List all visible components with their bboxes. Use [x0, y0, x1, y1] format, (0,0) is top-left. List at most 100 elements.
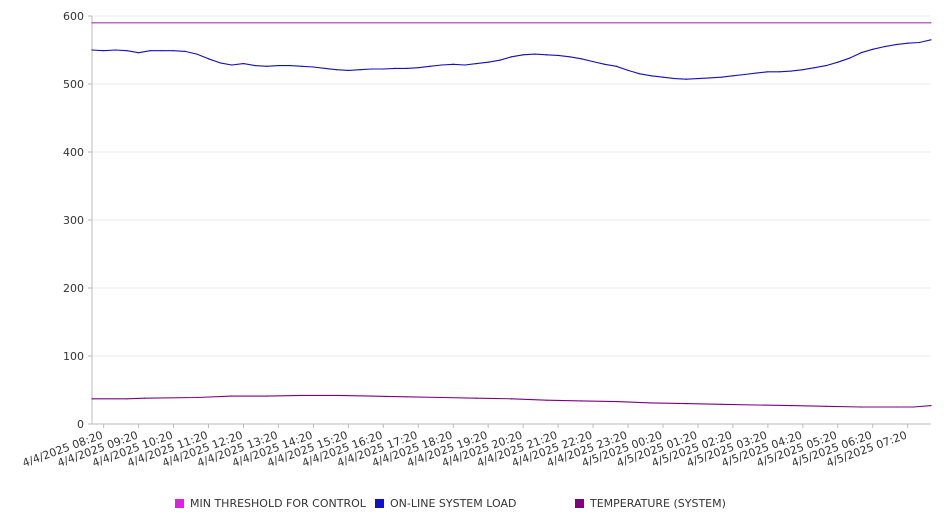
data-point-2: [755, 404, 757, 406]
data-point-1: [872, 48, 874, 50]
data-point-1: [848, 57, 851, 59]
data-point-1: [802, 69, 804, 71]
data-point-1: [592, 60, 594, 63]
data-point-2: [825, 405, 827, 407]
data-point-1: [417, 67, 419, 69]
data-point-1: [91, 49, 93, 51]
data-point-1: [464, 64, 466, 66]
data-point-1: [639, 73, 641, 75]
legend-label-system-load: ON-LINE SYSTEM LOAD: [390, 497, 517, 510]
data-point-1: [732, 75, 734, 77]
data-point-1: [907, 42, 909, 44]
data-point-1: [580, 58, 583, 60]
data-point-2: [720, 403, 722, 405]
series-lines: [91, 22, 932, 408]
data-point-2: [406, 396, 408, 398]
data-point-1: [207, 58, 210, 60]
data-point-1: [557, 54, 559, 57]
legend-swatch-system-load: [375, 499, 384, 508]
y-tick-label: 200: [63, 282, 84, 295]
data-point-2: [545, 399, 548, 401]
data-point-2: [371, 395, 373, 397]
data-point-2: [790, 405, 792, 407]
data-point-1: [114, 49, 116, 51]
data-point-2: [475, 397, 478, 399]
data-point-2: [266, 395, 268, 397]
data-point-1: [324, 67, 326, 69]
y-tick-label: 600: [63, 10, 84, 23]
data-point-2: [685, 403, 687, 405]
y-tick-labels: 0 100 200 300 400 500 600: [63, 10, 84, 431]
data-point-1: [662, 76, 664, 78]
data-point-1: [440, 64, 443, 66]
data-point-1: [231, 64, 233, 66]
data-point-1: [627, 69, 629, 71]
data-point-1: [674, 77, 676, 80]
y-tick-label: 100: [63, 350, 84, 363]
data-point-1: [778, 71, 781, 73]
data-point-2: [126, 398, 128, 400]
y-tick-label: 400: [63, 146, 84, 159]
chart-legend: MIN THRESHOLD FOR CONTROL ON-LINE SYSTEM…: [0, 497, 946, 515]
data-point-2: [510, 398, 513, 400]
data-point-1: [138, 52, 140, 54]
data-point-1: [242, 63, 245, 65]
legend-item-system-load[interactable]: ON-LINE SYSTEM LOAD: [375, 497, 516, 510]
data-point-1: [149, 50, 151, 52]
data-point-1: [767, 71, 769, 73]
data-point-1: [918, 41, 920, 44]
data-point-1: [545, 54, 548, 56]
y-tick-label: 300: [63, 214, 84, 227]
legend-swatch-min-threshold: [175, 499, 184, 508]
legend-swatch-temperature: [575, 499, 584, 508]
data-point-1: [604, 63, 606, 65]
data-point-1: [266, 65, 268, 67]
legend-label-temperature: TEMPERATURE (SYSTEM): [590, 497, 726, 510]
data-point-2: [930, 405, 932, 407]
legend-item-min-threshold[interactable]: MIN THRESHOLD FOR CONTROL: [175, 497, 366, 510]
legend-item-temperature[interactable]: TEMPERATURE (SYSTEM): [575, 497, 726, 510]
x-tick-labels: 4/4/2025 08:204/4/2025 09:204/4/2025 10:…: [21, 429, 909, 470]
axes: [88, 15, 931, 428]
data-point-1: [790, 70, 792, 72]
data-point-0: [91, 22, 93, 24]
data-point-1: [382, 68, 384, 70]
data-point-1: [883, 46, 885, 48]
data-point-1: [475, 63, 478, 65]
data-point-2: [336, 394, 338, 397]
data-point-1: [720, 76, 722, 78]
data-point-1: [569, 56, 571, 58]
data-point-1: [277, 65, 280, 67]
data-point-2: [196, 396, 198, 399]
data-point-1: [860, 52, 862, 54]
data-point-1: [184, 50, 186, 52]
data-point-1: [301, 65, 303, 67]
data-point-1: [289, 65, 291, 67]
data-point-2: [91, 398, 93, 400]
series-line-2: [92, 394, 932, 408]
y-tick-label: 500: [63, 78, 84, 91]
data-point-1: [895, 43, 897, 46]
data-point-2: [440, 396, 443, 399]
data-point-1: [406, 67, 408, 69]
data-point-1: [371, 68, 373, 70]
data-point-2: [615, 400, 617, 403]
data-point-1: [161, 50, 163, 52]
data-point-1: [534, 53, 536, 55]
data-point-1: [172, 50, 175, 52]
data-point-2: [912, 406, 915, 408]
data-point-1: [813, 67, 816, 69]
data-point-1: [312, 66, 315, 68]
data-point-1: [394, 67, 396, 69]
data-point-1: [510, 56, 513, 58]
data-point-2: [860, 406, 862, 408]
data-point-2: [895, 406, 897, 408]
data-point-1: [103, 50, 105, 52]
data-point-1: [359, 69, 361, 71]
data-point-1: [708, 77, 711, 79]
data-point-1: [522, 54, 524, 56]
data-point-1: [930, 39, 932, 41]
data-point-1: [743, 73, 746, 76]
data-point-1: [697, 77, 699, 80]
